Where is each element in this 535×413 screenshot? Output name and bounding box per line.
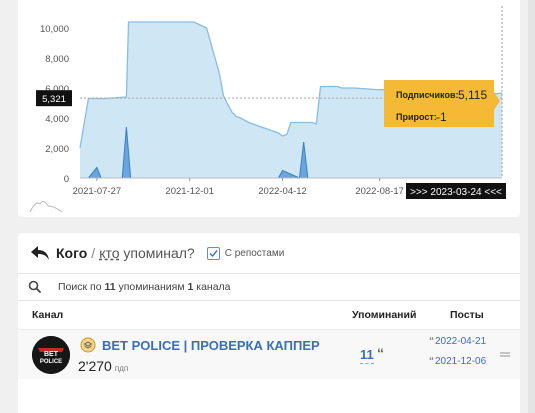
slash-separator: / bbox=[91, 245, 96, 261]
reposts-checkbox[interactable] bbox=[206, 246, 220, 260]
y-tick-label: 6,000 bbox=[45, 84, 69, 95]
search-text-mid: упоминаниям bbox=[115, 281, 188, 293]
search-text-before: Поиск по bbox=[58, 281, 105, 293]
subscribers-chart-card: 0 2,000 4,000 6,000 8,000 10,000 2021-07-27 202… bbox=[18, 0, 520, 217]
channel-name-link[interactable]: BET POLICE | ПРОВЕРКА КАППЕР bbox=[102, 338, 320, 353]
scroll-indicator-icon[interactable] bbox=[500, 352, 510, 360]
column-header-mentions[interactable]: Упоминаний bbox=[352, 309, 417, 321]
mentions-panel: Кого / кто упоминал? С репостами Поиск п… bbox=[18, 233, 520, 413]
search-mentions-count: 11 bbox=[104, 281, 116, 293]
search-row[interactable]: Поиск по 11 упоминаниям 1 канала bbox=[18, 273, 520, 301]
mentions-header: Кого / кто упоминал? С репостами bbox=[30, 241, 284, 265]
avatar[interactable]: BET POLICE bbox=[32, 336, 70, 374]
whom-suffix: упоминал? bbox=[119, 245, 195, 261]
tooltip-subscribers-label: Подписчиков: bbox=[396, 90, 458, 100]
x-tick-label: 2022-08-17 bbox=[355, 186, 404, 197]
y-marker-label: 5,321 bbox=[42, 94, 66, 105]
checkmark-icon bbox=[209, 249, 218, 257]
subscribers-value: 2'270 bbox=[78, 358, 112, 374]
search-channels-count: 1 bbox=[187, 281, 194, 293]
subscribers-unit: пдп bbox=[114, 364, 129, 373]
column-header-posts[interactable]: Посты bbox=[450, 309, 484, 321]
x-tick-label: 2021-07-27 bbox=[73, 186, 122, 197]
quote-icon: “ bbox=[377, 345, 384, 361]
whom-prefix[interactable]: кто bbox=[99, 245, 120, 261]
x-tick-label: 2022-04-12 bbox=[258, 186, 307, 197]
post-link[interactable]: “2021-12-06 bbox=[429, 356, 486, 367]
tooltip-subscribers-value: 5,115 bbox=[458, 88, 487, 102]
subscribers-chart[interactable]: 0 2,000 4,000 6,000 8,000 10,000 2021-07-27 202… bbox=[18, 0, 520, 217]
x-tick-label: 2021-12-01 bbox=[165, 186, 214, 197]
mentions-count-link[interactable]: 11 bbox=[360, 347, 374, 364]
y-marker-box bbox=[36, 90, 72, 107]
post-date[interactable]: 2022-04-21 bbox=[435, 336, 487, 347]
page-scrollbar[interactable] bbox=[528, 0, 535, 413]
tooltip-growth-value: -1 bbox=[436, 110, 447, 124]
reposts-label[interactable]: С репостами bbox=[224, 247, 285, 259]
search-icon[interactable] bbox=[28, 280, 42, 294]
avatar-text-bottom: POLICE bbox=[40, 359, 62, 365]
who-label[interactable]: Кого bbox=[56, 245, 88, 261]
quote-icon: “ bbox=[429, 356, 434, 367]
column-header-channel[interactable]: Канал bbox=[32, 309, 64, 321]
whom-mentioned-toggle[interactable]: кто упоминал? bbox=[99, 245, 195, 261]
channel-subscribers: 2'270 пдп bbox=[78, 358, 128, 374]
table-row[interactable]: BET POLICE BET POLICE | ПРОВЕРКА КАППЕР … bbox=[18, 329, 520, 379]
cursor-date-label: >>> 2023-03-24 <<< bbox=[410, 187, 502, 198]
search-summary: Поиск по 11 упоминаниям 1 канала bbox=[58, 281, 231, 293]
verified-icon bbox=[80, 337, 96, 353]
overview-sparkline bbox=[29, 200, 63, 213]
y-tick-label: 10,000 bbox=[40, 24, 69, 35]
post-date[interactable]: 2021-12-06 bbox=[435, 356, 487, 367]
back-arrow-icon[interactable] bbox=[30, 245, 50, 261]
subscribers-area bbox=[80, 22, 502, 178]
subscribers-line bbox=[79, 21, 503, 149]
tooltip-box bbox=[384, 80, 500, 127]
bet-police-logo: BET POLICE bbox=[32, 336, 70, 374]
table-header: Канал Упоминаний Посты bbox=[18, 303, 520, 327]
post-link[interactable]: “2022-04-21 bbox=[429, 336, 486, 347]
search-text-after: канала bbox=[193, 281, 231, 293]
y-tick-label: 4,000 bbox=[45, 114, 69, 125]
cursor-date-box bbox=[406, 183, 506, 199]
y-tick-label: 8,000 bbox=[45, 54, 69, 65]
y-tick-label: 0 bbox=[64, 174, 69, 185]
y-tick-label: 2,000 bbox=[45, 144, 69, 155]
avatar-text-top: BET bbox=[44, 351, 59, 358]
quote-icon: “ bbox=[429, 336, 434, 347]
tooltip-growth-label: Прирост: bbox=[396, 112, 437, 122]
